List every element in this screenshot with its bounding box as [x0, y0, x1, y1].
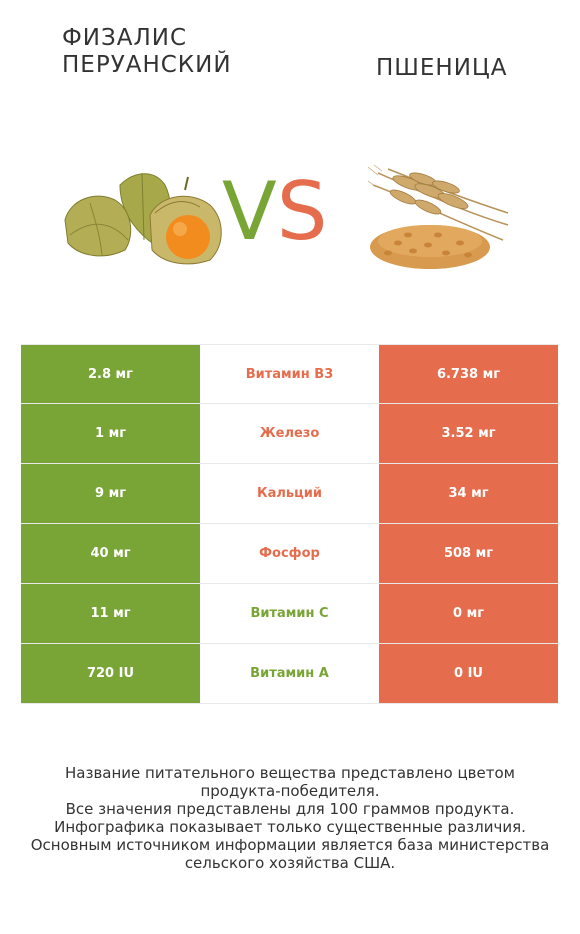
left-value: 9 мг [21, 464, 200, 523]
right-food-title: ПШЕНИЦА [376, 55, 508, 81]
nutrient-comparison-table: 2.8 мг Витамин B3 6.738 мг 1 мг Железо 3… [21, 344, 558, 704]
vs-v: V [222, 165, 277, 258]
left-value: 720 IU [21, 644, 200, 703]
nutrient-name: Витамин C [200, 584, 379, 643]
physalis-image [64, 172, 222, 265]
table-row: 2.8 мг Витамин B3 6.738 мг [21, 344, 558, 404]
nutrient-name: Витамин A [200, 644, 379, 703]
table-row: 11 мг Витамин C 0 мг [21, 584, 558, 644]
table-row: 9 мг Кальций 34 мг [21, 464, 558, 524]
right-value: 3.52 мг [379, 404, 558, 463]
left-value: 11 мг [21, 584, 200, 643]
right-value: 508 мг [379, 524, 558, 583]
vs-s: S [276, 165, 328, 258]
left-food-title: ФИЗАЛИС ПЕРУАНСКИЙ [62, 25, 232, 78]
left-value: 40 мг [21, 524, 200, 583]
footer-line: Название питательного вещества представл… [65, 764, 515, 782]
nutrient-name: Витамин B3 [200, 345, 379, 403]
nutrient-name: Железо [200, 404, 379, 463]
right-value: 34 мг [379, 464, 558, 523]
right-value: 6.738 мг [379, 345, 558, 403]
right-value: 0 мг [379, 584, 558, 643]
footer-note: Название питательного вещества представл… [10, 764, 570, 872]
nutrient-name: Кальций [200, 464, 379, 523]
wheat-image [368, 165, 509, 269]
left-value: 1 мг [21, 404, 200, 463]
table-row: 1 мг Железо 3.52 мг [21, 404, 558, 464]
nutrient-name: Фосфор [200, 524, 379, 583]
right-value: 0 IU [379, 644, 558, 703]
left-value: 2.8 мг [21, 345, 200, 403]
footer-line: Инфографика показывает только существенн… [54, 818, 526, 836]
vs-label: VS [222, 162, 328, 262]
footer-line: Основным источником информации является … [30, 836, 550, 854]
table-row: 720 IU Витамин A 0 IU [21, 644, 558, 704]
table-row: 40 мг Фосфор 508 мг [21, 524, 558, 584]
footer-line: Все значения представлены для 100 граммо… [65, 800, 515, 818]
footer-line: продукта-победителя. [200, 782, 380, 800]
footer-line: сельского хозяйства США. [184, 854, 396, 872]
